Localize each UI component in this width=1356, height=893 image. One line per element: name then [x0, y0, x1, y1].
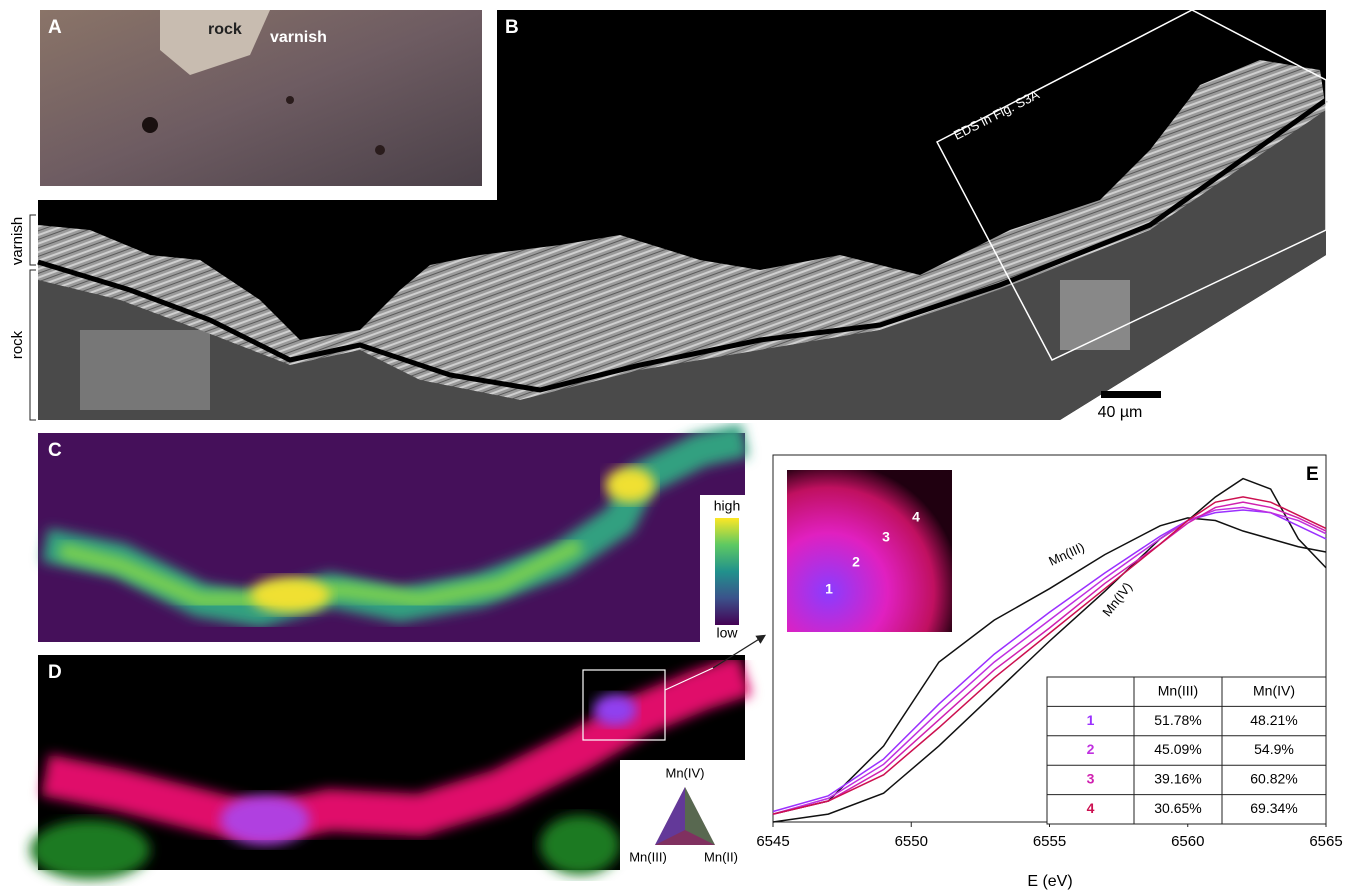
map-green — [30, 820, 150, 880]
map-hotspot — [605, 467, 655, 503]
x-tick-label: 6565 — [1309, 833, 1342, 850]
x-axis-label: E (eV) — [1027, 873, 1072, 890]
colorbar — [715, 518, 739, 625]
map-purple — [220, 795, 310, 845]
panel-d: D Mn(IV) Mn(III) Mn(II) — [30, 636, 764, 880]
panel-letter: C — [48, 440, 62, 461]
pit — [375, 145, 385, 155]
table-cell: 45.09% — [1154, 741, 1201, 757]
fraction-table: Mn(III) Mn(IV) 1 51.78% 48.21% 2 45.09% 54.9% 3 3… — [1047, 677, 1326, 824]
table-header: Mn(III) — [1158, 682, 1198, 698]
table-cell: 54.9% — [1254, 741, 1294, 757]
table-row-label: 4 — [1087, 800, 1095, 816]
side-label: varnish — [9, 217, 26, 265]
photo-label: rock — [208, 21, 242, 38]
triangle-label: Mn(III) — [629, 849, 667, 864]
x-tick-label: 6560 — [1171, 833, 1204, 850]
bracket — [30, 270, 36, 420]
table-cell: 51.78% — [1154, 712, 1201, 728]
pit — [286, 96, 294, 104]
panel-a: A rock varnish — [40, 10, 482, 186]
x-tick-label: 6550 — [895, 833, 928, 850]
panel-letter: A — [48, 17, 62, 38]
scale-bar — [1101, 391, 1161, 398]
x-tick-label: 6545 — [756, 833, 789, 850]
table-cell: 48.21% — [1250, 712, 1297, 728]
inset-image — [787, 470, 952, 632]
map-green — [540, 815, 620, 875]
scale-bar-label: 40 µm — [1098, 404, 1143, 421]
mineral-grain — [80, 330, 210, 410]
inset-point-label: 3 — [882, 529, 890, 545]
map-purple — [593, 694, 637, 726]
inset-point-label: 1 — [825, 581, 833, 597]
table-row-label: 3 — [1087, 771, 1095, 787]
table-cell: 39.16% — [1154, 771, 1201, 787]
x-tick-label: 6555 — [1033, 833, 1066, 850]
table-cell: 30.65% — [1154, 800, 1201, 816]
table-header: Mn(IV) — [1253, 682, 1295, 698]
triangle-label: Mn(IV) — [666, 765, 705, 780]
rock-photo — [40, 10, 482, 186]
triangle-label: Mn(II) — [704, 849, 738, 864]
pit — [142, 117, 158, 133]
map-hotspot — [250, 577, 330, 613]
photo-label: varnish — [270, 29, 327, 46]
panel-letter: D — [48, 662, 62, 683]
figure: EDS in Fig. S3A 40 µm B varnish rock A r… — [0, 0, 1356, 893]
side-label: rock — [9, 330, 26, 359]
panel-letter: B — [505, 17, 519, 38]
table-cell: 69.34% — [1250, 800, 1297, 816]
inset-point-label: 4 — [912, 509, 920, 525]
table-row-label: 2 — [1087, 741, 1095, 757]
colorbar-label: high — [714, 498, 740, 514]
colorbar-label: low — [716, 625, 738, 641]
panel-c: C high low — [38, 433, 745, 642]
bracket — [30, 215, 36, 265]
panel-letter: E — [1306, 464, 1319, 485]
inset-point-label: 2 — [852, 554, 860, 570]
table-row-label: 1 — [1087, 712, 1095, 728]
table-cell: 60.82% — [1250, 771, 1297, 787]
